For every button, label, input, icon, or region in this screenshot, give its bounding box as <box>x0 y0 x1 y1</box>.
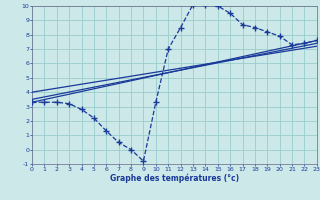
X-axis label: Graphe des températures (°c): Graphe des températures (°c) <box>110 173 239 183</box>
